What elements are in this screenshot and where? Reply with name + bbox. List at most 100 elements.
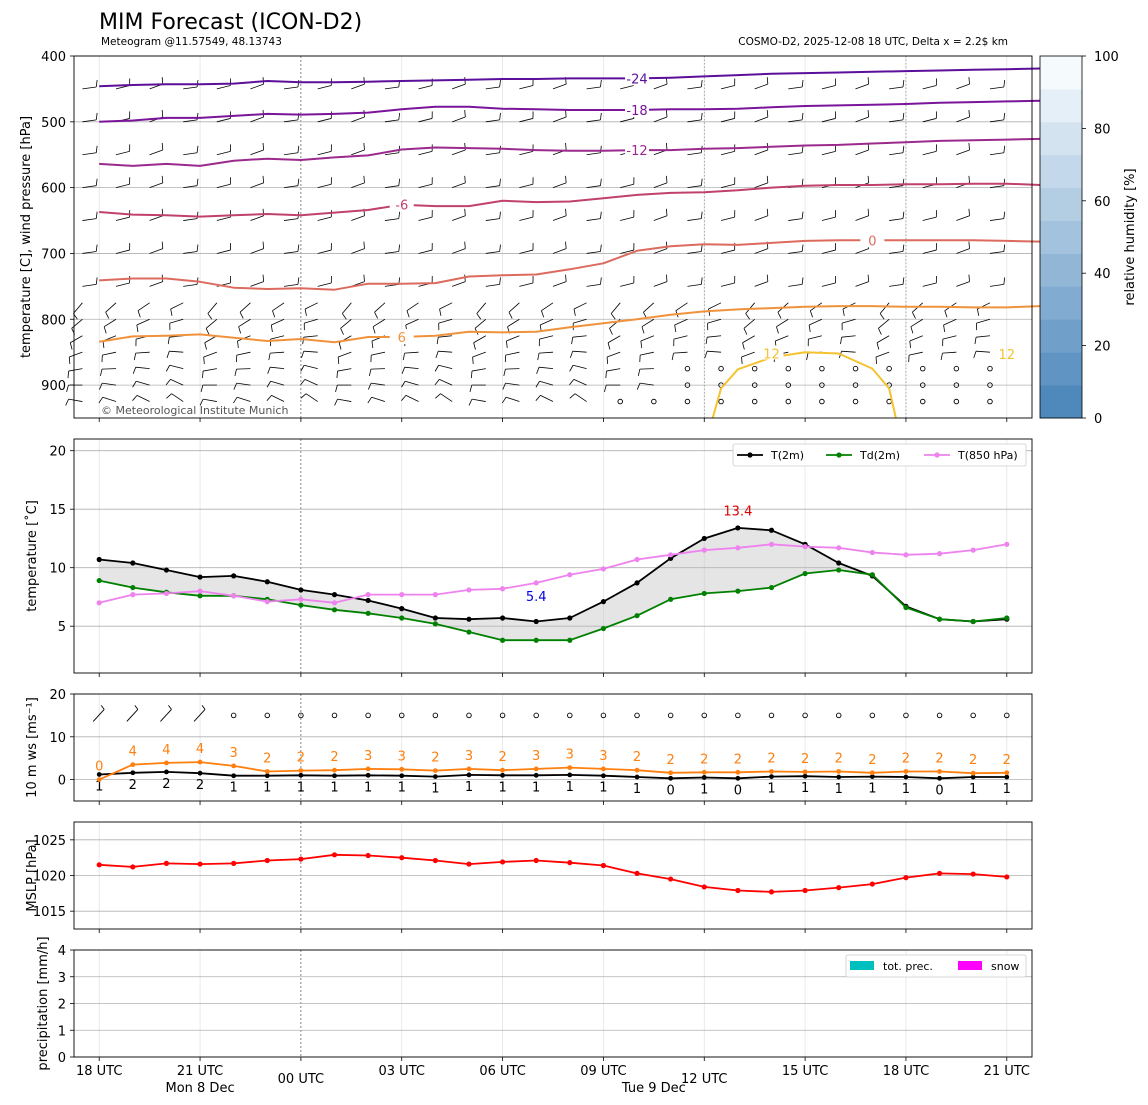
calm-marker [684,382,691,388]
data-point [432,615,438,621]
value-label: 1 [566,780,574,795]
value-label: 4 [129,745,137,760]
data-point [903,774,909,780]
wind-barb [205,318,218,329]
y-tick-label: 400 [41,50,66,65]
wind-barb-feather [1003,145,1006,153]
value-label: 1 [297,780,305,795]
wind-barb [102,396,117,402]
data-point [836,885,842,891]
extreme-annotation: 5.4 [526,590,547,605]
data-point [163,567,170,573]
wind-barb-feather [368,369,372,377]
data-point [701,590,707,597]
wind-barb [539,366,554,370]
wind-barb [317,249,332,254]
data-point [130,584,136,591]
wind-barb-feather [842,308,845,316]
wind-barb-feather [167,337,170,345]
wind-barb [922,216,937,221]
wind-barb-feather [203,356,205,364]
wind-barb-feather [541,310,545,318]
wind-barb [653,215,668,221]
copyright-note: © Meteorological Institute Munich [101,404,288,417]
wind-barb-feather [940,353,943,361]
wind-barb-feather [133,353,137,361]
wind-barb-feather [341,313,347,320]
wind-barb [620,282,634,287]
wind-barb-feather [867,208,870,216]
x-tick-label: 15 UTC [782,1064,828,1079]
wind-barb-feather [801,145,804,153]
wind-barb-feather [297,244,300,252]
value-label: 0 [95,760,103,775]
wind-barb [250,215,264,221]
wind-barb [754,281,768,287]
wind-barb [552,215,567,221]
wind-barb-feather [204,342,207,350]
wind-barb-feather [300,393,307,399]
data-point [869,770,875,776]
wind-barb-feather [161,77,164,85]
calm-marker [466,712,472,719]
wind-barb-feather [398,211,401,219]
data-point [130,592,136,598]
wind-barb [720,183,735,189]
calm-marker [331,712,338,719]
wind-barb-feather [398,178,401,186]
wind-barb [485,86,500,90]
calm-marker [819,382,825,388]
wind-barb-feather [338,342,342,350]
wind-barb [878,318,890,329]
wind-barb [640,351,654,356]
y-tick-label: 3 [58,971,66,986]
wind-barb-feather [565,208,567,216]
data-point [466,766,472,772]
data-point [567,765,573,771]
wind-barb-feather [902,145,905,153]
x-tick-label: 18 UTC [76,1064,122,1079]
series-line [99,527,1007,623]
wind-barb [754,116,768,123]
extreme-annotation: 13.4 [723,504,752,519]
wind-barb [204,335,218,344]
wind-barb-feather [65,398,69,406]
wind-barb [440,393,453,402]
y-tick-label: 4 [58,944,66,959]
data-point [769,774,774,780]
wind-barb [821,282,836,287]
data-point [231,773,237,779]
dewpoint-spread-fill [99,527,1007,641]
calm-marker [920,382,926,388]
wind-barb-feather [499,112,501,120]
x-tick-label: 00 UTC [278,1072,324,1087]
wind-barb-feather [508,312,513,319]
data-point [936,616,943,622]
wind-barb-feather [637,369,641,377]
wind-barb-feather [137,310,141,318]
value-label: 1 [767,782,775,797]
wind-barb [485,185,500,189]
wind-barb-feather [640,340,643,348]
wind-barb [573,379,587,386]
wind-barb-feather [604,384,607,392]
value-label: 1 [868,782,876,797]
value-label: 2 [330,750,338,765]
value-label: 1 [801,781,809,796]
wind-barb [743,318,755,329]
series-line [99,771,1007,780]
wind-barb [472,351,486,358]
wind-barb-feather [363,77,365,85]
wind-barb-feather [600,112,602,120]
wind-barb [673,351,688,354]
wind-barb-feather [334,398,338,406]
wind-barb [115,216,130,221]
data-point [264,769,270,774]
wind-barb-feather [297,277,300,285]
wind-barb-feather [840,337,842,345]
wind-barb-feather [600,244,602,252]
wind-barb [610,302,621,314]
wind-barb [989,185,1004,189]
wind-barb [586,284,601,287]
value-label: 2 [129,778,137,793]
